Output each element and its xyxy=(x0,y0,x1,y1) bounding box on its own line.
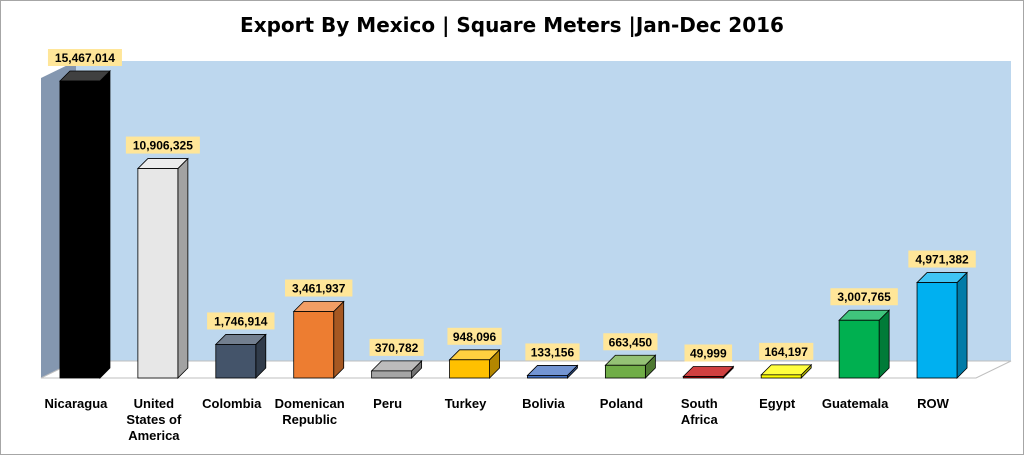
bar-front-2 xyxy=(215,344,257,379)
tick-label-line: Turkey xyxy=(445,396,487,411)
tick-label-9: Egypt xyxy=(759,396,796,411)
data-label-text-6: 133,156 xyxy=(531,345,575,359)
data-label-bg-11 xyxy=(908,250,976,268)
bar-side-1 xyxy=(177,157,189,379)
tick-label-line: Peru xyxy=(373,396,402,411)
bar-front-1 xyxy=(137,168,179,379)
data-label-bg-7 xyxy=(603,333,658,351)
data-label-6: 133,156 xyxy=(525,343,580,361)
bar-side-10 xyxy=(878,309,890,379)
data-label-text-5: 948,096 xyxy=(453,330,497,344)
bar-4 xyxy=(370,359,423,379)
data-label-bg-6 xyxy=(525,343,580,361)
bar-front-6 xyxy=(527,375,568,379)
tick-label-line: South xyxy=(681,396,718,411)
tick-label-line: Poland xyxy=(600,396,643,411)
data-label-8: 49,999 xyxy=(684,344,733,362)
bar-side-11 xyxy=(956,271,968,379)
bar-side-0 xyxy=(99,70,111,379)
tick-label-line: Egypt xyxy=(759,396,796,411)
tick-label-line: States of xyxy=(126,412,182,427)
data-label-bg-8 xyxy=(684,344,733,362)
data-label-bg-5 xyxy=(447,327,502,345)
tick-label-line: Domenican xyxy=(275,396,345,411)
tick-label-7: Poland xyxy=(600,396,643,411)
tick-label-0: Nicaragua xyxy=(45,396,109,411)
bar-2 xyxy=(214,333,267,379)
bar-6 xyxy=(526,364,579,379)
bar-9 xyxy=(760,363,813,379)
bar-front-4 xyxy=(371,370,413,379)
tick-label-4: Peru xyxy=(373,396,402,411)
tick-label-5: Turkey xyxy=(445,396,487,411)
tick-label-2: Colombia xyxy=(202,396,262,411)
bar-7 xyxy=(604,354,657,379)
bar-front-9 xyxy=(760,374,802,379)
data-label-7: 663,450 xyxy=(603,333,658,351)
tick-label-1: United States of America xyxy=(126,396,182,443)
data-label-text-4: 370,782 xyxy=(375,341,419,355)
data-label-text-11: 4,971,382 xyxy=(915,253,969,267)
data-label-bg-4 xyxy=(369,338,424,356)
data-label-3: 3,461,937 xyxy=(285,279,353,297)
bar-front-7 xyxy=(604,364,646,379)
data-label-4: 370,782 xyxy=(369,338,424,356)
tick-label-line: Bolivia xyxy=(522,396,565,411)
data-label-10: 3,007,765 xyxy=(830,288,898,306)
data-label-5: 948,096 xyxy=(447,327,502,345)
data-label-text-9: 164,197 xyxy=(765,345,809,359)
data-label-2: 1,746,914 xyxy=(207,312,275,330)
data-label-bg-10 xyxy=(830,288,898,306)
data-label-9: 164,197 xyxy=(759,342,814,360)
tick-label-6: Bolivia xyxy=(522,396,565,411)
data-label-text-2: 1,746,914 xyxy=(214,314,268,328)
data-label-text-1: 10,906,325 xyxy=(133,139,193,153)
data-label-bg-2 xyxy=(207,312,275,330)
bar-front-10 xyxy=(838,319,880,379)
data-label-text-8: 49,999 xyxy=(690,347,727,361)
tick-label-line: Africa xyxy=(681,412,719,427)
tick-label-10: Guatemala xyxy=(822,396,889,411)
data-label-text-3: 3,461,937 xyxy=(292,282,346,296)
bar-front-11 xyxy=(916,282,958,379)
bar-side-3 xyxy=(333,300,345,379)
data-label-bg-3 xyxy=(285,279,353,297)
data-label-1: 10,906,325 xyxy=(125,136,200,154)
tick-label-line: Republic xyxy=(282,412,337,427)
bar-11 xyxy=(916,271,969,379)
tick-label-line: Guatemala xyxy=(822,396,889,411)
bar-front-0 xyxy=(59,80,101,379)
tick-label-line: ROW xyxy=(917,396,950,411)
tick-label-line: United xyxy=(134,396,175,411)
bar-front-5 xyxy=(449,359,490,379)
bar-front-8 xyxy=(682,376,724,379)
data-label-bg-1 xyxy=(125,136,200,154)
bar-8 xyxy=(682,365,735,379)
tick-label-line: Colombia xyxy=(202,396,262,411)
data-label-11: 4,971,382 xyxy=(908,250,976,268)
tick-label-line: Nicaragua xyxy=(45,396,109,411)
data-label-text-7: 663,450 xyxy=(609,335,653,349)
bar-front-3 xyxy=(293,311,335,379)
bar-0 xyxy=(58,70,111,379)
data-label-bg-9 xyxy=(759,342,814,360)
bar-10 xyxy=(838,309,891,379)
tick-label-line: America xyxy=(128,428,180,443)
data-label-text-0: 15,467,014 xyxy=(55,51,115,65)
tick-label-8: South Africa xyxy=(681,396,719,427)
tick-label-3: Domenican Republic xyxy=(275,396,345,427)
bar-1 xyxy=(136,157,189,379)
chart-title: Export By Mexico | Square Meters |Jan-De… xyxy=(240,13,784,37)
tick-label-11: ROW xyxy=(917,396,950,411)
data-label-0: 15,467,014 xyxy=(47,49,122,66)
data-label-bg-0 xyxy=(47,49,122,66)
bar-3 xyxy=(292,300,345,379)
bar-5 xyxy=(448,348,501,379)
data-label-text-10: 3,007,765 xyxy=(837,290,891,304)
